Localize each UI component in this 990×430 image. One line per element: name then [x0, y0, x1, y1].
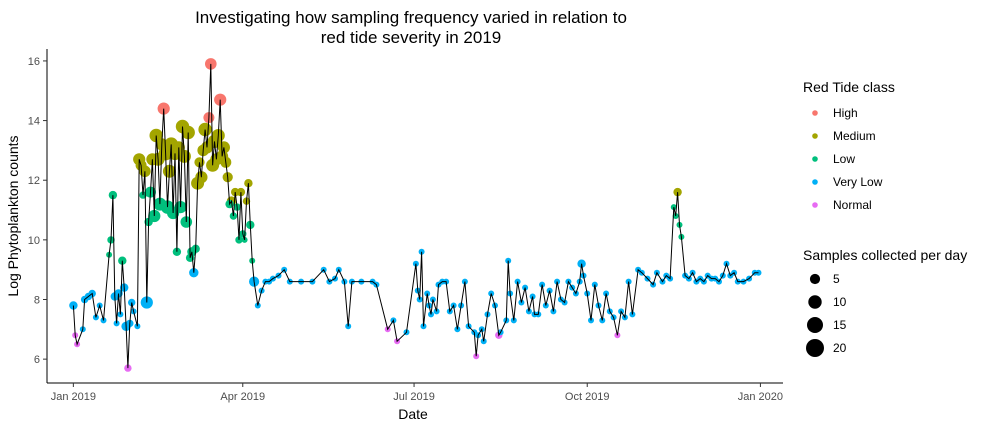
- legend-size-label: 5: [833, 272, 840, 286]
- color-legend: Red Tide class High Medium Low Very Low Norm…: [803, 79, 895, 212]
- y-ticks: 6 8 10 12 14 16: [28, 56, 47, 366]
- y-tick-label: 16: [28, 56, 40, 68]
- x-tick-label: Apr 2019: [220, 391, 265, 403]
- legend-size-key: [808, 295, 822, 309]
- legend-size-key: [806, 339, 824, 357]
- legend-color-label: High: [833, 106, 858, 120]
- legend-color-label: Very Low: [833, 175, 883, 189]
- legend-size-key: [807, 317, 823, 333]
- x-tick-label: Oct 2019: [565, 391, 610, 403]
- legend-color-label: Low: [833, 152, 855, 166]
- x-tick-label: Jan 2020: [738, 391, 783, 403]
- y-tick-label: 8: [34, 295, 40, 307]
- y-axis-title: Log Phytoplankton counts: [5, 135, 21, 296]
- legend-size-key: [809, 273, 821, 285]
- x-tick-label: Jul 2019: [393, 391, 435, 403]
- legend-color-label: Normal: [833, 198, 872, 212]
- legend-color-label: Medium: [833, 129, 876, 143]
- y-tick-label: 12: [28, 175, 40, 187]
- legend-color-key: [812, 133, 818, 139]
- legend-color-key: [812, 110, 818, 116]
- legend-size-label: 15: [833, 318, 847, 332]
- size-legend-title: Samples collected per day: [803, 247, 967, 263]
- series-line: [72, 63, 759, 369]
- y-tick-label: 14: [28, 116, 40, 128]
- legend-color-key: [812, 179, 818, 185]
- x-axis-title: Date: [398, 406, 428, 422]
- legend-size-label: 20: [833, 341, 847, 355]
- x-ticks: Jan 2019 Apr 2019 Jul 2019 Oct 2019 Jan 2020: [51, 383, 783, 403]
- points-layer: [69, 58, 762, 372]
- color-legend-items: High Medium Low Very Low Normal: [812, 106, 883, 212]
- chart-title-line-2: red tide severity in 2019: [321, 28, 502, 47]
- size-legend-items: 5 10 15 20: [806, 272, 847, 357]
- y-tick-label: 6: [34, 354, 40, 366]
- chart-title-line-1: Investigating how sampling frequency var…: [195, 8, 627, 27]
- x-tick-label: Jan 2019: [51, 391, 96, 403]
- legend-color-key: [812, 202, 818, 208]
- color-legend-title: Red Tide class: [803, 79, 895, 95]
- legend-color-key: [812, 156, 818, 162]
- series-line-layer: [72, 63, 759, 369]
- size-legend: Samples collected per day 5 10 15 20: [803, 247, 967, 357]
- plot-area: [69, 58, 762, 372]
- y-tick-label: 10: [28, 235, 40, 247]
- legend-size-label: 10: [833, 295, 847, 309]
